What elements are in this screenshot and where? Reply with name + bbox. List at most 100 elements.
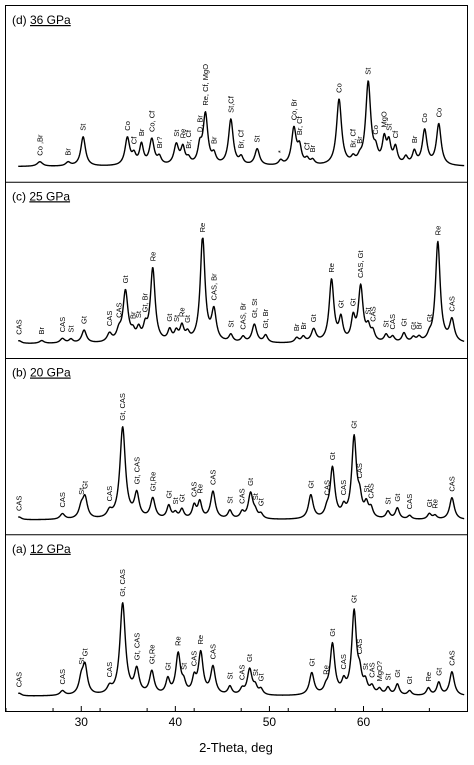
peak-label: Cf [303,142,312,150]
peak-label: Br [137,128,146,136]
peak-label: Gt [256,673,265,682]
peak-label: CAS [190,482,199,497]
diffraction-trace [17,426,465,521]
peak-label: Co, Br [289,98,298,120]
panel-title-pressure: 20 GPa [30,366,71,380]
peak-label: St [384,123,393,131]
peak-label: Gt [307,658,316,667]
peak-label: Re [178,129,187,139]
peak-label: CAS [388,314,397,329]
peak-label: MgO [380,111,389,127]
peak-label: CAS [238,488,247,503]
peak-label: Gt [336,299,345,308]
peak-label: St [361,662,370,670]
plot-frame [5,5,468,712]
peak-label: Co [335,83,344,93]
peak-label: Gt [164,490,173,499]
peak-label: Cf [391,130,400,138]
peak-label: St [253,135,262,143]
panel-title-prefix: (d) [12,13,30,27]
panel-title-prefix: (a) [12,542,30,556]
peak-label: CAS, Br [209,273,218,301]
peak-label: St [134,310,143,318]
peak-label: St [172,314,181,322]
peak-label: St [383,497,392,505]
panel-title: (a) 12 GPa [12,542,71,556]
peak-label: Br, Cf [295,115,304,135]
peak-label: Co ,Br [35,134,44,156]
peak-label: Re [174,636,183,646]
peak-label: CAS [15,672,24,687]
peak-label: CAS [15,496,24,511]
x-tick-label: 50 [263,715,277,729]
peak-label: CAS [105,662,114,677]
peak-label: CAS [15,319,24,334]
peak-label: Gt,Re [148,472,157,492]
panel-title-prefix: (c) [12,189,29,203]
peak-label: Gt, CAS [132,633,141,661]
x-axis: 30 40 50 60 [5,706,430,729]
peak-label: Br? [155,137,164,149]
peak-label: Gt [393,669,402,678]
peak-label: Re [196,635,205,645]
peak-label: CAS [339,654,348,669]
peak-label: * [276,150,285,153]
panel-title-prefix: (b) [12,366,30,380]
peak-label: CAS [58,317,67,332]
peak-label: Gt [81,648,90,657]
peak-label: Re [148,252,157,262]
peak-label: CAS [208,470,217,485]
peak-label: Br [355,136,364,144]
peak-label: Gt [328,628,337,637]
peak-label: Re [198,223,207,233]
peak-label: CAS [238,665,247,680]
peak-label: Re, Cf, MgO [201,64,210,106]
peak-label: St [172,129,181,137]
peak-label: St [364,67,373,75]
peak-label: St [179,662,188,670]
peak-label: St,Cf [226,95,235,113]
peak-label: Gt,Re [147,645,156,665]
peak-label: Co [420,113,429,123]
peak-label: Re [431,499,440,509]
peak-label: Gt [163,662,172,671]
peak-label: Re [195,484,204,494]
diffraction-trace [17,237,465,344]
peak-label: St [77,657,86,665]
peak-label: Gt, CAS [118,393,127,421]
peak-label: Gt [165,313,174,322]
peak-label: St [251,492,260,500]
peak-label: CAS [355,463,364,478]
peak-label: Gt [309,313,318,322]
x-tick-label: 40 [169,715,183,729]
peak-label: Co [123,121,132,131]
panel-title-pressure: 36 GPa [30,13,71,27]
peak-label: Gt [399,318,408,327]
peak-label: CAS [190,651,199,666]
peak-label: St [226,320,235,328]
peak-label: St [79,123,88,131]
peak-label: St [77,487,86,495]
panel-title-pressure: 12 GPa [30,542,71,556]
peak-label: CAS [105,486,114,501]
peak-label: Co, Cf [147,110,156,132]
peak-label: Gt [434,667,443,676]
peak-label: MgO? [375,661,384,681]
peak-label: CAS [447,650,456,665]
peak-label: St [362,485,371,493]
peak-label: St [364,307,373,315]
peak-label: Cf [129,136,138,144]
peak-label: Gt, St [250,298,259,318]
panel-title: (c) 25 GPa [12,189,70,203]
peak-label: Br [308,144,317,152]
peak-label: Re [424,672,433,682]
peak-label: Re [321,665,330,675]
peak-label: CAS [339,480,348,495]
peak-label: CAS [322,480,331,495]
peak-label: Gt [177,493,186,502]
peak-label: Gt [245,653,254,662]
